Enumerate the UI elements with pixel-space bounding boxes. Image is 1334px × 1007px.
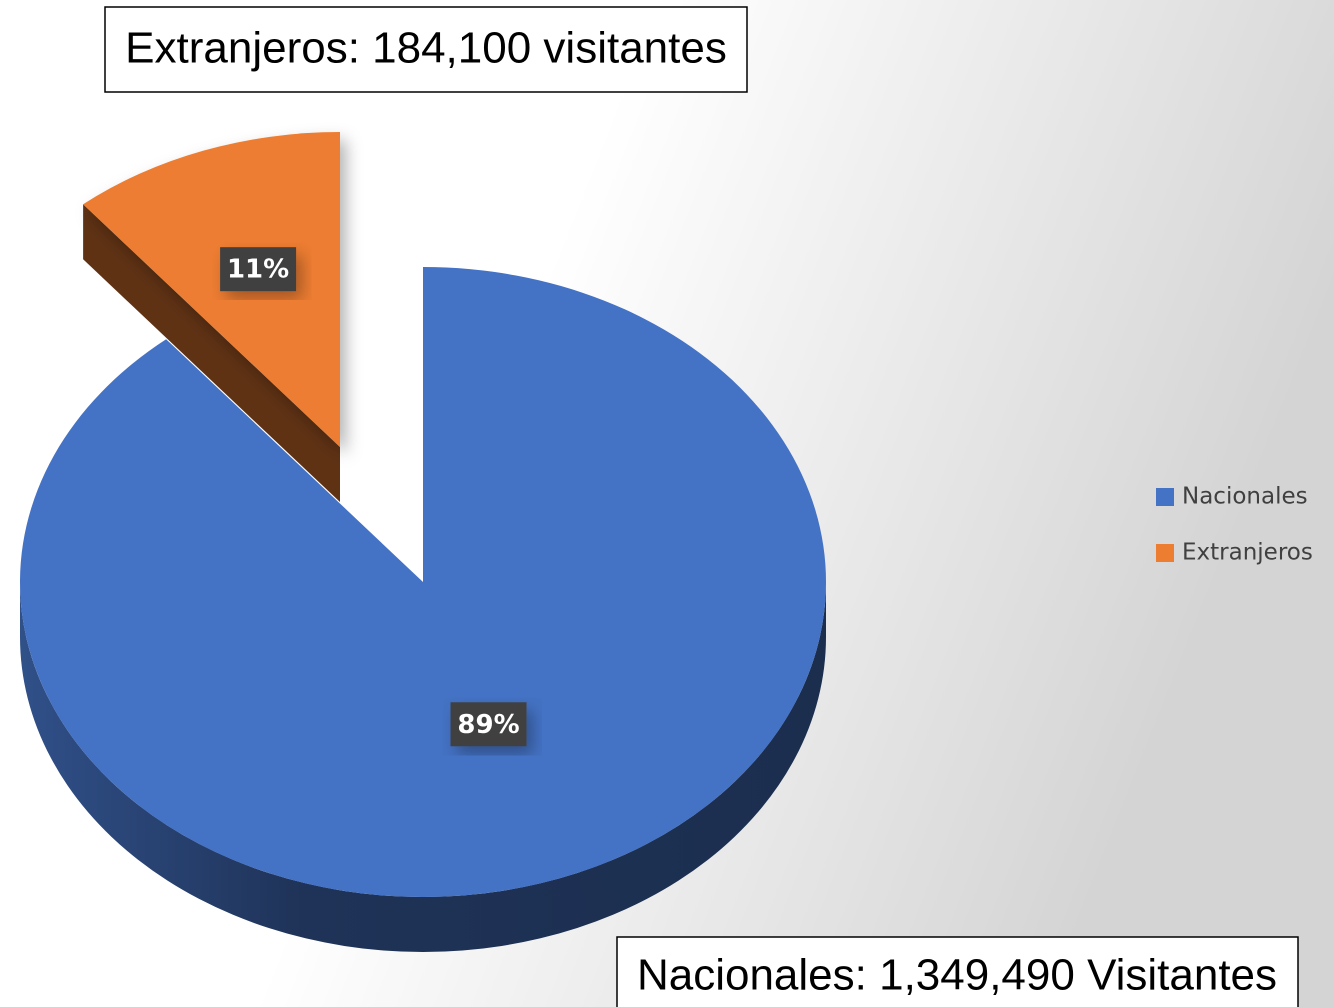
slice-side [20, 582, 826, 952]
data-label: 11% [227, 255, 289, 285]
legend-label: Nacionales [1182, 484, 1308, 510]
annotation: Extranjeros: 184,100 visitantes [125, 24, 727, 73]
data-label-box [220, 247, 297, 292]
annotation: Nacionales: 1,349,490 Visitantes [637, 951, 1277, 1000]
data-label: 89% [457, 710, 519, 740]
pie: 89% 11% [20, 132, 827, 952]
legend: Nacionales Extranjeros [1156, 484, 1313, 566]
slice-face [83, 204, 340, 502]
annotation-box [616, 936, 1299, 1007]
slice [20, 267, 827, 897]
slice [83, 132, 340, 447]
legend-swatch [1156, 488, 1174, 506]
annotation-box [104, 6, 748, 93]
data-label-box [450, 702, 527, 747]
legend-swatch [1156, 544, 1174, 562]
legend-label: Extranjeros [1182, 540, 1313, 566]
